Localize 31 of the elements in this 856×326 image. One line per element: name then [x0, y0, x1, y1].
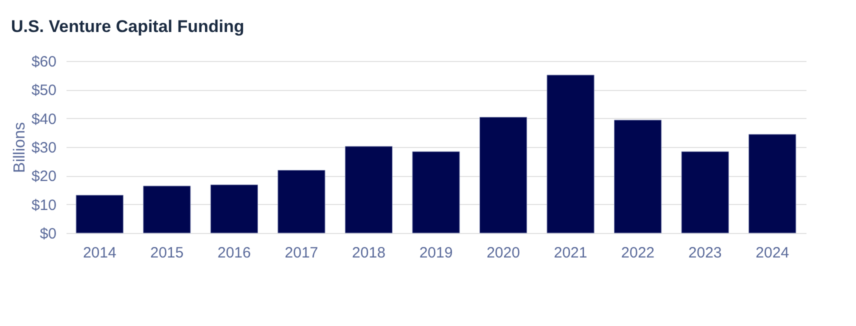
bar — [681, 151, 729, 234]
y-tick-label: $60 — [31, 54, 56, 70]
x-tick-label: 2021 — [554, 244, 588, 262]
x-tick-label: 2024 — [756, 244, 790, 262]
bar — [614, 120, 662, 234]
y-tick-label: $10 — [31, 196, 56, 214]
y-tick-label: $50 — [31, 82, 56, 100]
x-tick-label: 2018 — [352, 244, 386, 262]
bar — [479, 116, 528, 234]
x-tick-label: 2015 — [150, 244, 184, 262]
x-tick-label: 2017 — [284, 244, 318, 262]
bar — [748, 134, 796, 234]
y-axis-title: Billions — [11, 122, 28, 173]
x-tick-label: 2019 — [419, 244, 453, 262]
x-tick-label: 2020 — [486, 244, 520, 262]
bar — [546, 74, 594, 234]
bar — [278, 170, 326, 234]
y-tick-label: $0 — [40, 226, 56, 242]
x-tick-label: 2023 — [688, 244, 722, 262]
bar — [344, 146, 393, 234]
x-tick-label: 2022 — [621, 244, 655, 262]
y-tick-label: $30 — [31, 140, 56, 156]
x-tick-label: 2014 — [82, 244, 116, 262]
x-tick-label: 2016 — [217, 244, 251, 262]
bar — [412, 151, 460, 234]
bar — [143, 186, 191, 234]
bar — [210, 184, 258, 234]
bar — [76, 194, 124, 234]
chart-title: U.S. Venture Capital Funding — [10, 17, 244, 36]
y-tick-label: $40 — [31, 110, 56, 128]
y-tick-label: $20 — [31, 168, 56, 186]
